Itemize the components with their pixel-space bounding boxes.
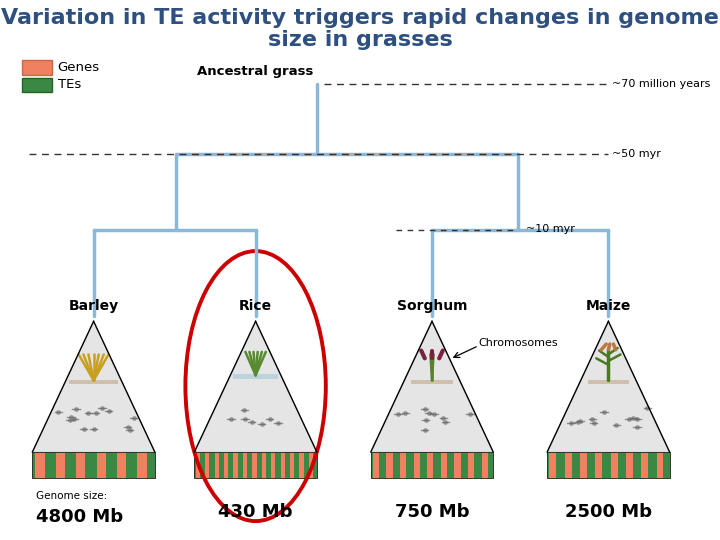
Bar [642,452,648,478]
Bar [233,374,278,379]
Polygon shape [547,321,670,452]
Text: Chromosomes: Chromosomes [479,338,559,348]
Bar [35,452,45,478]
Bar [76,452,86,478]
Bar [309,452,313,478]
Text: ~10 myr: ~10 myr [526,225,575,234]
Text: 430 Mb: 430 Mb [218,503,293,521]
Bar [549,452,557,478]
Bar [413,452,420,478]
Bar [626,452,633,478]
Bar [22,78,52,92]
Text: ~70 million years: ~70 million years [612,79,711,89]
Text: size in grasses: size in grasses [268,30,452,50]
Polygon shape [32,321,155,452]
Bar [138,452,147,478]
Bar [468,452,474,478]
Text: Sorghum: Sorghum [397,299,467,313]
Bar [547,452,670,478]
Text: ~50 myr: ~50 myr [612,149,661,159]
Bar [595,452,602,478]
Bar [657,452,664,478]
Text: 4800 Mb: 4800 Mb [36,508,123,525]
Polygon shape [371,321,493,452]
Bar [482,452,487,478]
Bar [117,452,126,478]
Bar [387,452,392,478]
Bar [205,452,210,478]
Bar [194,452,317,478]
Bar [611,452,618,478]
Bar [196,452,200,478]
Bar [373,452,379,478]
Bar [22,60,52,75]
Bar [371,452,493,478]
Bar [290,452,294,478]
Text: Ancestral grass: Ancestral grass [197,65,313,78]
Bar [371,452,493,478]
Bar [547,452,670,478]
Text: Variation in TE activity triggers rapid changes in genome: Variation in TE activity triggers rapid … [1,8,719,28]
Text: Rice: Rice [239,299,272,313]
Bar [56,452,65,478]
Bar [564,452,572,478]
Bar [32,452,155,478]
Text: 750 Mb: 750 Mb [395,503,469,521]
Bar [96,452,106,478]
Text: Maize: Maize [585,299,631,313]
Bar [224,452,228,478]
Bar [300,452,304,478]
Bar [427,452,433,478]
Polygon shape [194,321,317,452]
Bar [271,452,275,478]
Bar [441,452,447,478]
Bar [262,452,266,478]
Bar [252,452,256,478]
Bar [580,452,587,478]
Bar [281,452,285,478]
Text: Barley: Barley [68,299,119,313]
Bar [454,452,461,478]
Bar [400,452,406,478]
Text: TEs: TEs [58,78,81,91]
Text: Genome size:: Genome size: [36,491,107,502]
Bar [411,380,453,384]
Bar [32,452,155,478]
Bar [588,380,629,384]
Text: Genes: Genes [58,61,100,74]
Bar [243,452,247,478]
Bar [233,452,238,478]
Bar [215,452,219,478]
Bar [69,380,118,384]
Text: 2500 Mb: 2500 Mb [565,503,652,521]
Bar [194,452,317,478]
